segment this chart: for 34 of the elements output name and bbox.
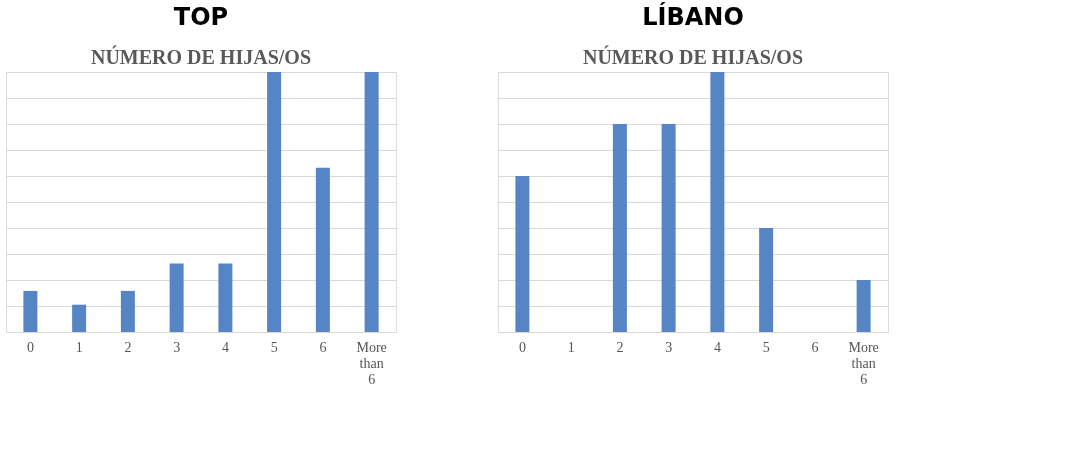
x-tick-label: More than 6 bbox=[356, 339, 387, 387]
bar bbox=[364, 72, 379, 332]
x-tick-label: 6 bbox=[319, 339, 327, 355]
chart-subtitle: NÚMERO DE HIJAS/OS bbox=[582, 45, 804, 68]
x-tick-label: 4 bbox=[713, 339, 721, 355]
bar bbox=[710, 72, 725, 332]
x-tick-label: 4 bbox=[221, 339, 229, 355]
x-tick-label: 3 bbox=[173, 339, 181, 355]
bar bbox=[120, 290, 135, 332]
bar bbox=[315, 167, 330, 332]
bar bbox=[661, 124, 676, 332]
chart-subtitle: NÚMERO DE HIJAS/OS bbox=[90, 45, 312, 68]
chart-title: LÍBANO bbox=[642, 2, 744, 31]
x-tick-label: 5 bbox=[762, 339, 770, 355]
x-tick-label: 0 bbox=[26, 339, 34, 355]
chart-title: TOP bbox=[173, 3, 229, 31]
x-tick-label: 6 bbox=[811, 339, 819, 355]
x-tick-label: 1 bbox=[75, 339, 83, 355]
bar bbox=[856, 280, 871, 332]
x-tick-label: 2 bbox=[616, 339, 624, 355]
bar bbox=[218, 263, 233, 332]
x-tick-label: 0 bbox=[518, 339, 526, 355]
x-tick-label: More than 6 bbox=[848, 339, 879, 387]
bar bbox=[759, 228, 774, 332]
x-tick-label: 3 bbox=[665, 339, 673, 355]
x-tick-label: 1 bbox=[567, 339, 575, 355]
bar bbox=[515, 176, 530, 332]
bar bbox=[23, 290, 38, 332]
x-tick-label: 2 bbox=[124, 339, 132, 355]
bar bbox=[612, 124, 627, 332]
bar bbox=[267, 72, 282, 332]
x-tick-label: 5 bbox=[270, 339, 278, 355]
bar bbox=[169, 263, 184, 332]
bar bbox=[72, 304, 87, 332]
